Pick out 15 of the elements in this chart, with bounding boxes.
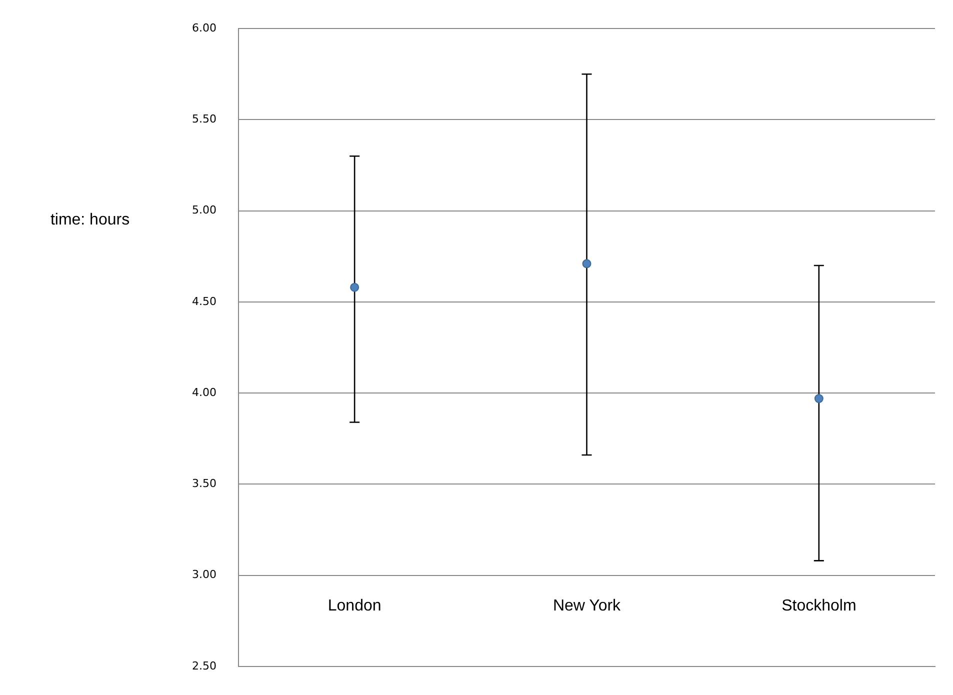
y-tick-label: 5.50 <box>192 112 216 126</box>
point <box>582 259 592 268</box>
y-tick-label: 2.50 <box>192 659 216 672</box>
y-tick-label: 3.50 <box>192 477 216 490</box>
point <box>350 282 360 292</box>
x-tick-label: New York <box>552 597 622 614</box>
x-tick-label: Stockholm <box>782 597 856 614</box>
y-tick-label: 5.00 <box>192 204 216 217</box>
y-axis-title: time: hours <box>50 211 130 228</box>
y-tick-label: 6.00 <box>192 21 216 34</box>
point <box>814 394 824 404</box>
y-tick-label: 3.00 <box>192 568 216 582</box>
y-tick-label: 4.00 <box>192 386 216 399</box>
x-tick-label: London <box>328 597 382 614</box>
y-tick-label: 4.50 <box>192 294 216 308</box>
